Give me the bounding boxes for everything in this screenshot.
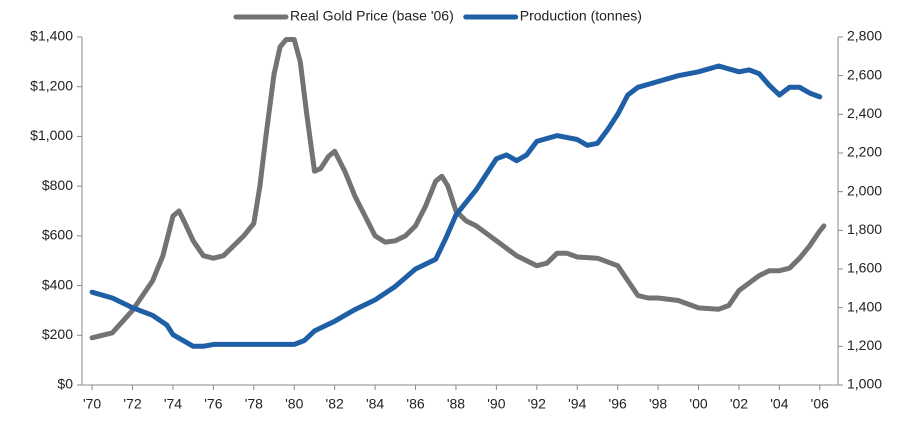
y-tick-label: $200 <box>42 326 73 342</box>
y-tick-label: $0 <box>57 376 73 392</box>
y2-tick-label: 2,000 <box>847 182 882 198</box>
x-tick-label: '86 <box>406 396 424 412</box>
x-tick-label: '74 <box>164 396 182 412</box>
x-tick-label: '76 <box>204 396 222 412</box>
x-tick-label: '94 <box>568 396 586 412</box>
y2-tick-label: 1,800 <box>847 221 882 237</box>
x-tick-label: '00 <box>689 396 707 412</box>
x-tick-label: '88 <box>447 396 465 412</box>
x-tick-label: '70 <box>83 396 101 412</box>
y2-tick-label: 1,400 <box>847 298 882 314</box>
x-tick-label: '06 <box>811 396 829 412</box>
series-line <box>89 37 827 341</box>
x-tick-label: '82 <box>326 396 344 412</box>
x-tick-label: '02 <box>730 396 748 412</box>
y2-tick-label: 2,400 <box>847 105 882 121</box>
series-line <box>89 63 823 349</box>
x-tick-label: '78 <box>245 396 263 412</box>
y-tick-label: $800 <box>42 177 73 193</box>
y2-tick-label: 1,200 <box>847 337 882 353</box>
y2-tick-label: 2,600 <box>847 66 882 82</box>
x-tick-label: '84 <box>366 396 384 412</box>
x-tick-label: '72 <box>123 396 141 412</box>
x-tick-label: '98 <box>649 396 667 412</box>
y2-tick-label: 1,000 <box>847 376 882 392</box>
y2-tick-label: 2,200 <box>847 144 882 160</box>
y2-tick-label: 2,800 <box>847 28 882 44</box>
legend-label: Real Gold Price (base '06) <box>290 8 454 24</box>
y-tick-label: $400 <box>42 276 73 292</box>
x-tick-label: '96 <box>609 396 627 412</box>
y-tick-label: $1,200 <box>30 77 73 93</box>
y-tick-label: $1,400 <box>30 28 73 44</box>
x-tick-label: '90 <box>487 396 505 412</box>
y-tick-label: $1,000 <box>30 127 73 143</box>
x-tick-label: '04 <box>770 396 788 412</box>
y2-tick-label: 1,600 <box>847 260 882 276</box>
y-tick-label: $600 <box>42 227 73 243</box>
legend-label: Production (tonnes) <box>520 8 642 24</box>
x-tick-label: '80 <box>285 396 303 412</box>
x-tick-label: '92 <box>528 396 546 412</box>
